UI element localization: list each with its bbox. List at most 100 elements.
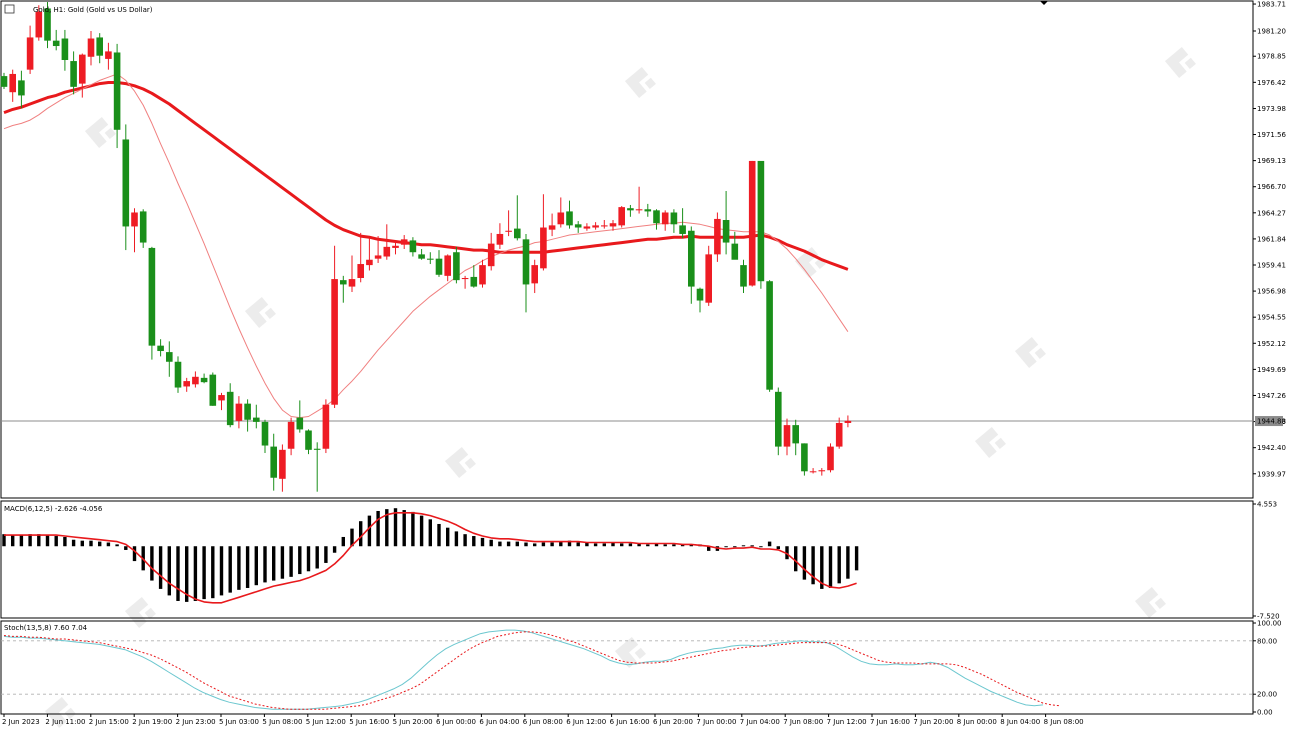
candle-body <box>522 239 530 285</box>
macd-bar <box>646 544 650 547</box>
candle <box>766 280 773 392</box>
candle-body <box>122 139 130 227</box>
candle <box>592 222 599 230</box>
time-axis: 2 Jun 2023 2 Jun 11:00 2 Jun 15:00 2 Jun 19… <box>2 714 1084 726</box>
macd-bar <box>515 541 519 547</box>
candle-body <box>748 160 756 286</box>
macd-bar <box>550 542 554 547</box>
macd-bar <box>124 546 128 550</box>
macd-bar <box>306 546 311 572</box>
candle-body <box>435 258 443 275</box>
macd-bar <box>11 535 15 547</box>
macd-bar <box>602 543 606 547</box>
symbol-icon <box>4 4 15 14</box>
macd-tick-label: 4.553 <box>1257 501 1277 509</box>
candle-body <box>218 395 225 401</box>
candle-body <box>192 376 199 385</box>
macd-bar <box>2 534 6 547</box>
candle-body <box>601 225 608 227</box>
plotio-watermark <box>44 696 79 728</box>
price-tick-label: 1966.70 <box>1257 183 1286 191</box>
candle-body <box>253 417 260 422</box>
macd-bar <box>585 542 589 547</box>
macd-bar <box>132 546 137 562</box>
candle-body <box>26 37 34 70</box>
macd-bar <box>820 546 824 589</box>
candle <box>722 191 730 255</box>
ma-slow-line <box>3 81 849 271</box>
candle-body <box>209 374 217 406</box>
candle <box>253 404 260 429</box>
candle-body <box>618 207 625 226</box>
time-tick-label: 2 Jun 2023 <box>2 718 40 726</box>
macd-bar <box>106 542 111 547</box>
watermark-logo-shape <box>1154 597 1166 609</box>
macd-bar <box>254 546 258 586</box>
plotio-watermark <box>624 66 659 98</box>
plotio-watermark <box>1134 586 1169 618</box>
price-panel[interactable]: 1983.71 1981.20 1978.85 1976.42 1973.98 1971.… <box>0 0 1287 499</box>
candle-body <box>627 208 634 211</box>
macd-bar <box>750 545 754 547</box>
candle-body <box>844 420 852 423</box>
candle-body <box>592 225 599 228</box>
candle-body <box>540 227 547 269</box>
candle-body <box>679 225 686 234</box>
candle <box>696 287 704 313</box>
candle <box>383 224 391 260</box>
candle-body <box>461 277 469 280</box>
candle-body <box>766 281 773 390</box>
candle-body <box>105 51 112 59</box>
macd-bar <box>385 509 389 547</box>
watermark-logo-shape <box>994 437 1006 449</box>
candle-body <box>157 345 164 352</box>
macd-bar <box>828 546 833 588</box>
macd-bar <box>446 527 450 547</box>
plotio-watermark <box>974 426 1009 458</box>
candle <box>287 417 295 456</box>
watermark-logo-shape <box>144 607 156 619</box>
price-tick-label: 1954.55 <box>1257 314 1286 322</box>
candlestick-series <box>0 2 852 492</box>
candle <box>409 237 417 257</box>
stoch-tick-label: 80.00 <box>1257 637 1277 645</box>
watermark-layer <box>44 46 1199 728</box>
candle <box>792 419 799 456</box>
macd-bar <box>419 515 424 547</box>
candle <box>583 223 591 231</box>
candle <box>0 72 8 89</box>
time-tick-label: 2 Jun 19:00 <box>132 718 172 726</box>
stochastic-panel[interactable]: 100.00 80.00 20.00 0.00 Stoch(13,5,8) 7.60 … <box>0 620 1282 717</box>
candle-body <box>409 240 417 253</box>
stoch-tick-label: 100.00 <box>1257 620 1282 628</box>
stochastic-panel-title: Stoch(13,5,8) 7.60 7.04 <box>4 624 88 632</box>
candle-body <box>496 233 504 245</box>
watermark-logo-shape <box>464 457 476 469</box>
candle-body <box>775 391 782 447</box>
candle <box>18 70 25 109</box>
macd-panel[interactable]: 4.553 -7.520 MACD(6,12,5) -2.626 -4.056 <box>0 500 1280 621</box>
candle <box>235 396 243 429</box>
candle-body <box>287 421 295 449</box>
candle <box>113 43 121 149</box>
macd-bar <box>672 544 676 547</box>
candle <box>688 226 695 304</box>
price-tick-label: 1952.12 <box>1257 340 1286 348</box>
macd-bar <box>332 546 337 553</box>
candle-body <box>9 73 16 93</box>
candle <box>844 415 852 428</box>
macd-bar <box>185 546 189 602</box>
candle-body <box>374 255 382 259</box>
macd-histogram <box>2 508 859 602</box>
shift-marker-icon[interactable] <box>1040 1 1048 5</box>
candle <box>757 160 765 289</box>
candle-body <box>583 226 591 229</box>
candle <box>714 212 721 262</box>
candle <box>505 210 512 237</box>
watermark-logo-shape <box>1184 57 1196 69</box>
candle <box>487 232 495 271</box>
candle <box>705 245 712 306</box>
candle <box>531 259 538 294</box>
